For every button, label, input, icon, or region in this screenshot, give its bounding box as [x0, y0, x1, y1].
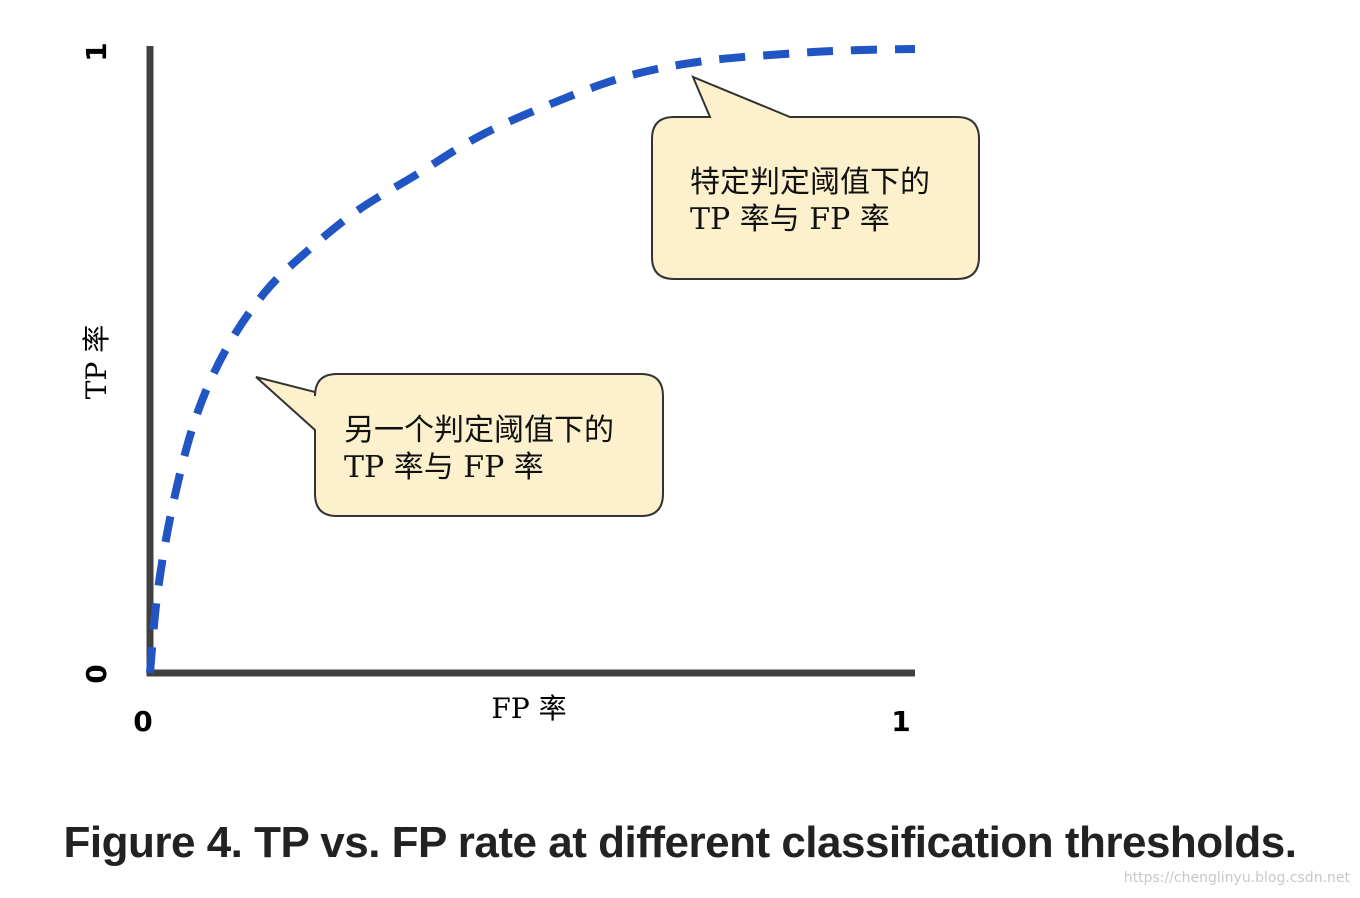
figure-caption: Figure 4. TP vs. FP rate at different cl…	[63, 818, 1297, 867]
callout-bubble	[255, 373, 664, 517]
callout-text: 另一个判定阈值下的	[344, 413, 614, 448]
callout-bubble	[651, 75, 980, 280]
x-tick-label: 0	[133, 705, 152, 738]
watermark: https://chenglinyu.blog.csdn.net	[1123, 870, 1350, 886]
y-axis-label: TP 率	[80, 325, 113, 399]
callout-text: TP 率与 FP 率	[690, 202, 890, 237]
x-tick-label: 1	[891, 705, 910, 738]
roc-chart: 0 1 0 1 FP 率 TP 率 另一个判定阈值下的 TP 率与 FP 率 特…	[80, 42, 980, 738]
y-tick-label: 0	[80, 664, 113, 683]
callout-text: 特定判定阈值下的	[690, 165, 930, 200]
x-axis-label: FP 率	[491, 692, 566, 725]
callout-text: TP 率与 FP 率	[344, 450, 544, 485]
y-tick-label: 1	[80, 42, 113, 61]
roc-curve	[146, 45, 916, 674]
